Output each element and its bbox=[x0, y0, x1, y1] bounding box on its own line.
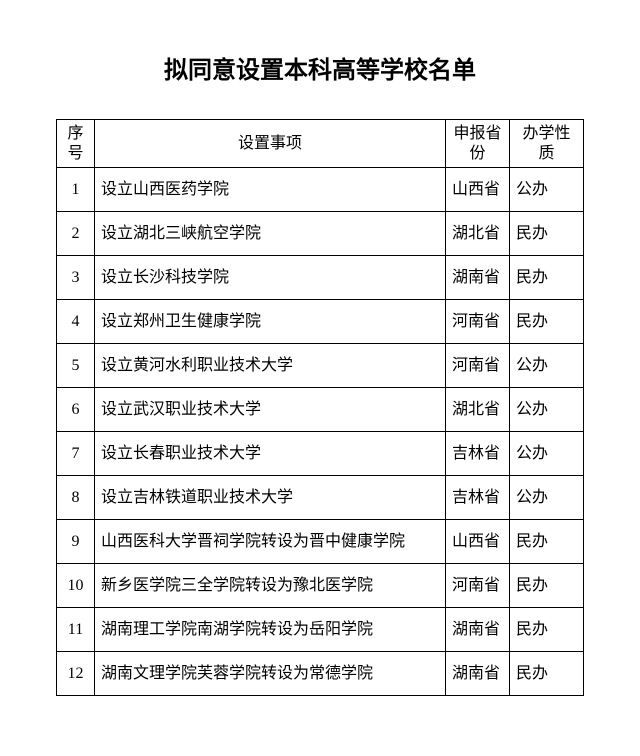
table-row: 2 设立湖北三峡航空学院 湖北省 民办 bbox=[57, 212, 584, 256]
cell-type: 公办 bbox=[510, 168, 584, 212]
cell-type: 公办 bbox=[510, 388, 584, 432]
table-row: 9 山西医科大学晋祠学院转设为晋中健康学院 山西省 民办 bbox=[57, 520, 584, 564]
cell-province: 湖南省 bbox=[446, 256, 510, 300]
cell-type: 民办 bbox=[510, 520, 584, 564]
cell-num: 3 bbox=[57, 256, 95, 300]
cell-type: 公办 bbox=[510, 344, 584, 388]
cell-item: 设立吉林铁道职业技术大学 bbox=[95, 476, 446, 520]
cell-item: 设立湖北三峡航空学院 bbox=[95, 212, 446, 256]
cell-num: 5 bbox=[57, 344, 95, 388]
cell-num: 11 bbox=[57, 608, 95, 652]
cell-item: 新乡医学院三全学院转设为豫北医学院 bbox=[95, 564, 446, 608]
cell-province: 湖南省 bbox=[446, 652, 510, 696]
cell-item: 设立山西医药学院 bbox=[95, 168, 446, 212]
table-row: 11 湖南理工学院南湖学院转设为岳阳学院 湖南省 民办 bbox=[57, 608, 584, 652]
table-body: 1 设立山西医药学院 山西省 公办 2 设立湖北三峡航空学院 湖北省 民办 3 … bbox=[57, 168, 584, 696]
cell-province: 山西省 bbox=[446, 168, 510, 212]
page-title: 拟同意设置本科高等学校名单 bbox=[56, 50, 584, 85]
col-header-type: 办学性质 bbox=[510, 120, 584, 168]
schools-table: 序号 设置事项 申报省份 办学性质 1 设立山西医药学院 山西省 公办 2 设立… bbox=[56, 119, 584, 696]
cell-num: 6 bbox=[57, 388, 95, 432]
table-header-row: 序号 设置事项 申报省份 办学性质 bbox=[57, 120, 584, 168]
cell-num: 2 bbox=[57, 212, 95, 256]
cell-num: 7 bbox=[57, 432, 95, 476]
table-row: 12 湖南文理学院芙蓉学院转设为常德学院 湖南省 民办 bbox=[57, 652, 584, 696]
cell-province: 湖北省 bbox=[446, 212, 510, 256]
cell-province: 湖南省 bbox=[446, 608, 510, 652]
cell-item: 设立武汉职业技术大学 bbox=[95, 388, 446, 432]
table-row: 5 设立黄河水利职业技术大学 河南省 公办 bbox=[57, 344, 584, 388]
col-header-item: 设置事项 bbox=[95, 120, 446, 168]
cell-num: 4 bbox=[57, 300, 95, 344]
table-row: 4 设立郑州卫生健康学院 河南省 民办 bbox=[57, 300, 584, 344]
cell-type: 民办 bbox=[510, 652, 584, 696]
col-header-province: 申报省份 bbox=[446, 120, 510, 168]
cell-num: 12 bbox=[57, 652, 95, 696]
cell-province: 吉林省 bbox=[446, 432, 510, 476]
table-row: 10 新乡医学院三全学院转设为豫北医学院 河南省 民办 bbox=[57, 564, 584, 608]
cell-province: 河南省 bbox=[446, 564, 510, 608]
table-row: 1 设立山西医药学院 山西省 公办 bbox=[57, 168, 584, 212]
cell-province: 河南省 bbox=[446, 344, 510, 388]
col-header-num: 序号 bbox=[57, 120, 95, 168]
cell-province: 吉林省 bbox=[446, 476, 510, 520]
cell-type: 公办 bbox=[510, 432, 584, 476]
cell-item: 湖南理工学院南湖学院转设为岳阳学院 bbox=[95, 608, 446, 652]
document-page: 拟同意设置本科高等学校名单 序号 设置事项 申报省份 办学性质 1 设立山西医药… bbox=[0, 0, 640, 736]
table-row: 8 设立吉林铁道职业技术大学 吉林省 公办 bbox=[57, 476, 584, 520]
table-row: 3 设立长沙科技学院 湖南省 民办 bbox=[57, 256, 584, 300]
cell-num: 8 bbox=[57, 476, 95, 520]
cell-item: 设立黄河水利职业技术大学 bbox=[95, 344, 446, 388]
cell-type: 民办 bbox=[510, 300, 584, 344]
cell-item: 设立长春职业技术大学 bbox=[95, 432, 446, 476]
cell-type: 公办 bbox=[510, 476, 584, 520]
cell-type: 民办 bbox=[510, 256, 584, 300]
cell-item: 设立郑州卫生健康学院 bbox=[95, 300, 446, 344]
cell-province: 河南省 bbox=[446, 300, 510, 344]
cell-num: 10 bbox=[57, 564, 95, 608]
cell-item: 山西医科大学晋祠学院转设为晋中健康学院 bbox=[95, 520, 446, 564]
cell-type: 民办 bbox=[510, 564, 584, 608]
cell-province: 山西省 bbox=[446, 520, 510, 564]
cell-type: 民办 bbox=[510, 608, 584, 652]
cell-item: 设立长沙科技学院 bbox=[95, 256, 446, 300]
cell-item: 湖南文理学院芙蓉学院转设为常德学院 bbox=[95, 652, 446, 696]
cell-type: 民办 bbox=[510, 212, 584, 256]
cell-province: 湖北省 bbox=[446, 388, 510, 432]
table-row: 7 设立长春职业技术大学 吉林省 公办 bbox=[57, 432, 584, 476]
table-row: 6 设立武汉职业技术大学 湖北省 公办 bbox=[57, 388, 584, 432]
cell-num: 9 bbox=[57, 520, 95, 564]
cell-num: 1 bbox=[57, 168, 95, 212]
